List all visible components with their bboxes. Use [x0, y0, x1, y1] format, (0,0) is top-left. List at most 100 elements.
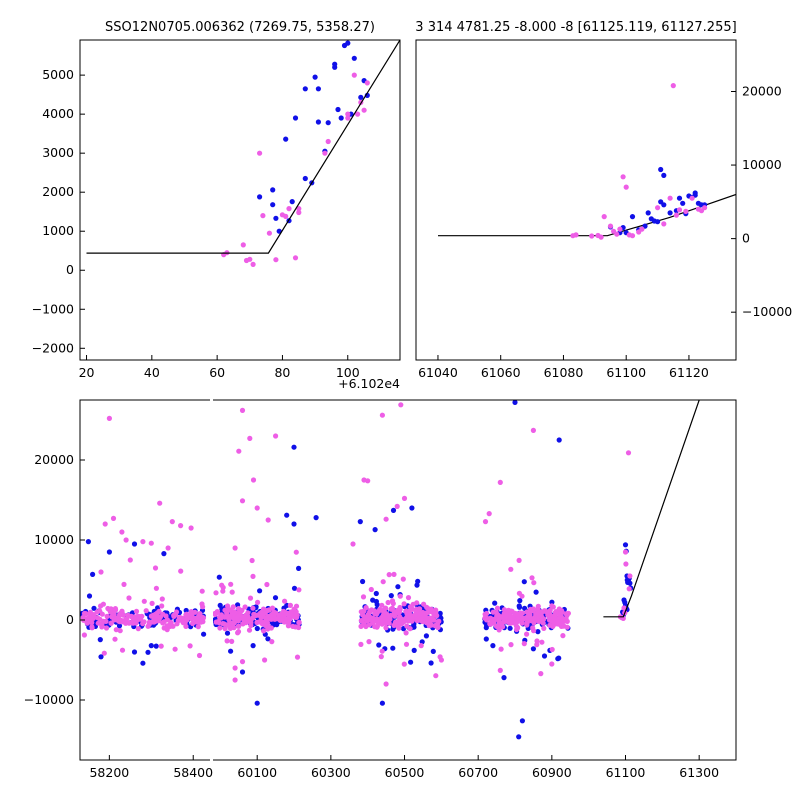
bottom-seg1-pink-point — [264, 581, 270, 588]
bottom-seg0-pink-point — [103, 625, 110, 631]
bottom-seg1-blue-point — [257, 588, 263, 594]
bottom-seg0-pink-point — [110, 611, 116, 617]
bottom-seg1-pink-point — [508, 613, 514, 619]
bottom-seg1-pink-point — [294, 654, 301, 660]
bottom-seg1-pink-point — [403, 608, 409, 615]
top-left-frame — [79, 39, 401, 361]
bottom-seg1-pink-point — [418, 643, 424, 649]
bottom-seg1-pink-point — [254, 505, 260, 511]
bottom-seg1-pink-point — [213, 611, 218, 617]
bottom-seg0-pink-point — [113, 627, 119, 633]
bottom-seg0-blue-point — [140, 660, 146, 666]
bottom-seg0-pink-point — [200, 604, 206, 610]
bottom-seg0-pink-point — [182, 620, 188, 626]
bottom-seg1-pink-point — [291, 606, 297, 612]
top-left-pink-point — [273, 257, 279, 263]
bottom-seg1-pink-point — [268, 616, 274, 622]
bottom-seg0-pink-point — [101, 650, 107, 656]
bottom-seg1-pink-point — [265, 517, 271, 523]
bottom-seg1-pink-point — [358, 641, 364, 648]
bottom-seg1-pink-point — [383, 625, 389, 631]
bottom-seg1-pink-point — [524, 620, 530, 626]
bottom-seg0-pink-point — [184, 611, 190, 617]
bottom-seg1-pink-point — [222, 607, 228, 613]
bottom-seg0-pink-point — [168, 619, 174, 625]
bottom-seg1-pink-point — [293, 549, 299, 555]
top-right-blue-point — [692, 190, 698, 196]
bottom-seg0-blue-point — [148, 643, 154, 649]
bottom-seg1-blue-point — [376, 642, 382, 648]
top-left-title: SSO12N0705.006362 (7269.75, 5358.27) — [105, 20, 375, 35]
bottom-seg1-blue-point — [254, 625, 260, 632]
bottom-seg0-blue-point — [116, 623, 123, 629]
bottom-seg1-blue-point — [483, 636, 489, 642]
bottom-seg0-pink-point — [148, 613, 154, 619]
bottom-seg1-pink-point — [497, 479, 503, 485]
bottom-seg0-pink-point — [102, 521, 108, 527]
bottom-seg0-pink-point — [128, 613, 134, 620]
top-left-y-tick-label: 3000 — [42, 145, 74, 160]
bottom-seg1-pink-point — [530, 606, 537, 612]
bottom-seg0-pink-point — [95, 620, 101, 626]
bottom-seg0-blue-point — [91, 605, 97, 611]
bottom-seg1-pink-point — [524, 631, 530, 637]
bottom-seg1-pink-point — [433, 673, 439, 679]
top-right-pink-point — [598, 234, 604, 240]
bottom-seg0-pink-point — [104, 613, 110, 620]
bottom-seg1-blue-point — [216, 574, 222, 580]
bottom-seg1-pink-point — [263, 616, 269, 623]
top-right-pink-point — [702, 205, 708, 211]
bottom-seg1-pink-point — [269, 639, 275, 645]
bottom-seg1-pink-point — [493, 609, 499, 616]
bottom-seg0-pink-point — [199, 614, 205, 620]
bottom-seg1-blue-point — [530, 646, 537, 652]
top-right-pink-point — [689, 195, 695, 201]
top-left-pink-point — [250, 261, 256, 267]
bottom-seg1-pink-point — [552, 609, 559, 616]
bottom-seg0-pink-point — [117, 611, 123, 617]
bottom-seg1-pink-point — [249, 557, 255, 564]
bottom-seg1-pink-point — [391, 571, 397, 578]
top-right-pink-point — [683, 208, 689, 214]
bottom-seg0-pink-point — [169, 519, 175, 525]
top-left-pink-point — [355, 111, 361, 117]
bottom-seg1-pink-point — [539, 639, 545, 645]
bottom-seg1-pink-point — [262, 657, 268, 663]
bottom-seg1-pink-point — [213, 590, 219, 596]
top-right-pink-point — [617, 226, 623, 232]
bottom-seg0-pink-point — [135, 626, 141, 632]
top-right-blue-point — [676, 195, 683, 201]
bottom-seg1-pink-point — [559, 620, 565, 626]
bottom-seg0-pink-point — [97, 616, 103, 622]
bottom-seg1-pink-point — [380, 579, 386, 585]
bottom-seg1-blue-point — [490, 643, 496, 649]
bottom-seg1-pink-point — [423, 614, 429, 620]
bottom-seg1-pink-point — [381, 610, 387, 616]
top-left-blue-point — [302, 86, 308, 92]
top-left-pink-point — [351, 72, 357, 78]
bottom-seg1-x-tick-label: 60700 — [458, 765, 498, 780]
bottom-seg1-pink-point — [407, 626, 413, 632]
top-right-x-tick-label: 61040 — [418, 365, 458, 380]
bottom-seg1-blue-point — [501, 675, 507, 681]
bottom-seg1-pink-point — [497, 621, 503, 627]
bottom-seg1-pink-point — [388, 606, 394, 612]
bottom-seg0-pink-point — [105, 605, 111, 612]
top-left-blue-point — [315, 119, 321, 125]
bottom-seg1-blue-point — [627, 580, 633, 586]
top-right-pink-point — [589, 233, 595, 239]
bottom-seg1-pink-point — [261, 628, 267, 634]
bottom-seg1-pink-point — [377, 607, 383, 613]
bottom-seg0-pink-point — [88, 617, 94, 623]
bottom-seg0-pink-point — [159, 603, 165, 609]
bottom-seg0-pink-point — [110, 515, 117, 522]
top-left-blue-point — [270, 202, 276, 208]
bottom-seg1-pink-point — [550, 622, 557, 628]
bottom-seg1-blue-point — [284, 512, 290, 518]
bottom-seg1-pink-point — [531, 580, 537, 586]
bottom-seg1-pink-point — [438, 657, 444, 663]
bottom-seg0-pink-point — [106, 415, 112, 421]
bottom-seg1-blue-point — [428, 660, 434, 666]
bottom-seg1-model-line — [603, 400, 700, 618]
bottom-seg1-blue-point — [409, 505, 415, 511]
